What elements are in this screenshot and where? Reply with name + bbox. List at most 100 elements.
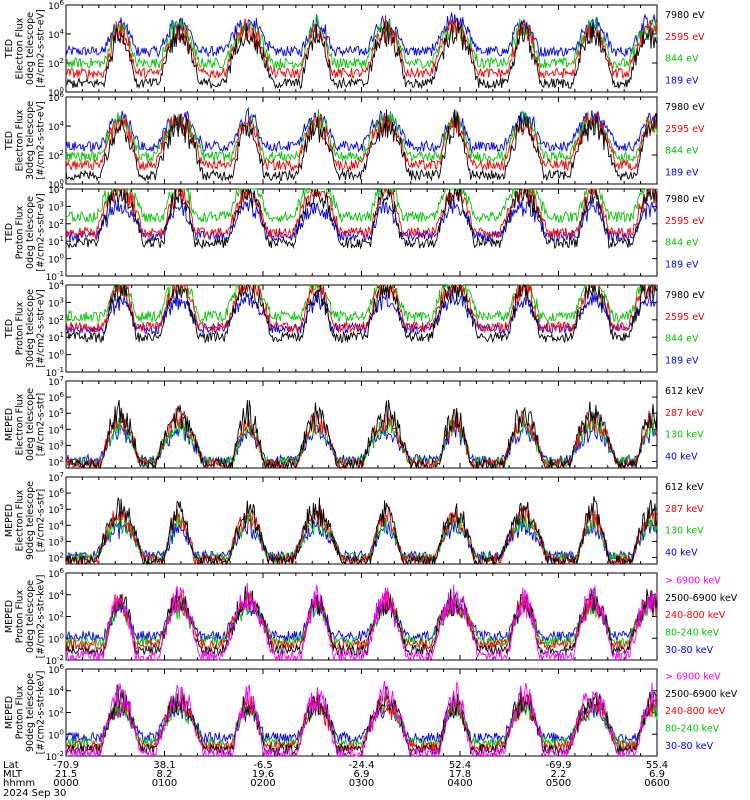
y-axis-label-line: Proton Flux — [15, 301, 26, 355]
y-tick-label: 107 — [48, 471, 64, 484]
series-line — [65, 12, 658, 59]
series-line — [65, 106, 658, 154]
legend-entry: 189 eV — [665, 259, 699, 270]
y-axis-label-line: 90deg telescope — [25, 481, 36, 560]
x-tick-label: -6.5 — [253, 760, 273, 771]
legend-entry: 40 keV — [665, 451, 698, 462]
y-axis-label-line: MEPED — [4, 600, 15, 633]
series-line — [65, 18, 658, 90]
legend-entry: 844 eV — [665, 334, 699, 345]
series-line — [65, 13, 658, 70]
x-tick-label: 17.8 — [449, 769, 471, 780]
y-tick-label: 100 — [48, 632, 64, 645]
x-tick-label: 2.2 — [551, 769, 567, 780]
y-tick-label: 104 — [48, 685, 64, 698]
y-tick-label: 101 — [48, 331, 64, 344]
series-line — [65, 698, 658, 744]
series-line — [65, 695, 658, 750]
y-axis-label-line: Electron Flux — [15, 17, 26, 79]
y-axis-label-line: [#/cm2-s-str] — [36, 489, 47, 552]
y-axis-label-line: TED — [4, 223, 15, 243]
legend-entry: 7980 eV — [665, 194, 705, 205]
legend-entry: 40 keV — [665, 547, 698, 558]
y-tick-label: 102 — [48, 552, 64, 565]
y-tick-label: 103 — [48, 535, 64, 548]
x-tick-label: -24.4 — [349, 760, 375, 771]
y-tick-label: 106 — [48, 0, 64, 12]
y-axis-label-line: 0deg telescope — [25, 388, 36, 461]
x-tick-label: 19.6 — [252, 769, 274, 780]
legend-entry: 130 keV — [665, 526, 704, 537]
x-tick-label: 21.5 — [55, 769, 77, 780]
series-line — [65, 593, 658, 649]
y-axis-label-line: MEPED — [4, 408, 15, 441]
series-line — [65, 680, 658, 758]
y-tick-label: 103 — [48, 439, 64, 452]
x-tick-label: 6.9 — [354, 769, 370, 780]
series-line — [65, 188, 658, 240]
y-tick-label: 105 — [48, 503, 64, 516]
x-tick-label: 0100 — [152, 778, 177, 789]
legend-entry: 80-240 keV — [665, 724, 720, 735]
y-axis-label-line: [#/cm2-s-str-eV] — [36, 289, 47, 368]
y-tick-label: 103 — [48, 200, 64, 213]
x-row-label-hhmm: hhmm — [3, 778, 35, 789]
y-tick-label: 102 — [48, 149, 64, 162]
y-axis-label-line: MEPED — [4, 696, 15, 729]
y-axis-label-line: 30deg telescope — [25, 289, 36, 368]
y-axis-label-line: 90deg telescope — [25, 673, 36, 752]
x-tick-label: 0500 — [546, 778, 571, 789]
series-line — [65, 283, 658, 344]
series-line — [65, 496, 658, 566]
y-tick-label: 103 — [48, 296, 64, 309]
x-tick-label: 0400 — [447, 778, 472, 789]
y-axis-label-line: MEPED — [4, 504, 15, 537]
y-tick-label: 102 — [48, 707, 64, 720]
legend-entry: 2595 eV — [665, 32, 705, 43]
series-line — [65, 188, 657, 224]
x-tick-label: 0200 — [250, 778, 275, 789]
y-axis-label-line: Proton Flux — [15, 205, 26, 259]
x-date-label: 2024 Sep 30 — [3, 788, 66, 799]
x-tick-label: 55.4 — [646, 760, 668, 771]
legend-entry: 130 keV — [665, 430, 704, 441]
y-axis-label-line: Electron Flux — [15, 393, 26, 455]
y-axis-label-line: TED — [4, 319, 15, 339]
y-axis-label-line: 0deg telescope — [25, 580, 36, 653]
series-line — [65, 413, 658, 469]
legend-entry: 30-80 keV — [665, 741, 714, 752]
series-line — [65, 582, 658, 662]
y-tick-label: 104 — [48, 519, 64, 532]
x-tick-label: -69.9 — [546, 760, 572, 771]
x-tick-label: -70.9 — [53, 760, 79, 771]
panel-6: 102 103 104 105 106 107 MEPED Electron Flux 90de… — [4, 471, 704, 566]
y-tick-label: 102 — [48, 611, 64, 624]
legend-entry: 189 eV — [665, 167, 699, 178]
legend-entry: 7980 eV — [665, 102, 705, 113]
x-tick-label: 6.9 — [649, 769, 665, 780]
legend-entry: 240-800 keV — [665, 610, 726, 621]
series-line — [66, 399, 658, 470]
y-tick-label: 100 — [48, 349, 64, 362]
y-axis-label-line: Proton Flux — [15, 685, 26, 739]
y-tick-label: 102 — [48, 456, 64, 469]
legend-entry: 7980 eV — [665, 290, 705, 301]
x-tick-label: 38.1 — [153, 760, 175, 771]
legend-entry: 80-240 keV — [665, 628, 720, 639]
y-axis-label-line: 0deg telescope — [25, 12, 36, 85]
series-line — [65, 187, 658, 250]
series-line — [65, 283, 658, 334]
legend-entry: 2500-6900 keV — [665, 689, 738, 700]
y-tick-label: 106 — [48, 391, 64, 404]
series-line — [65, 407, 658, 470]
y-axis-label-line: Electron Flux — [15, 489, 26, 551]
series-line — [65, 109, 658, 182]
x-row-label-mlt: MLT — [3, 769, 23, 780]
series-line — [65, 111, 658, 172]
